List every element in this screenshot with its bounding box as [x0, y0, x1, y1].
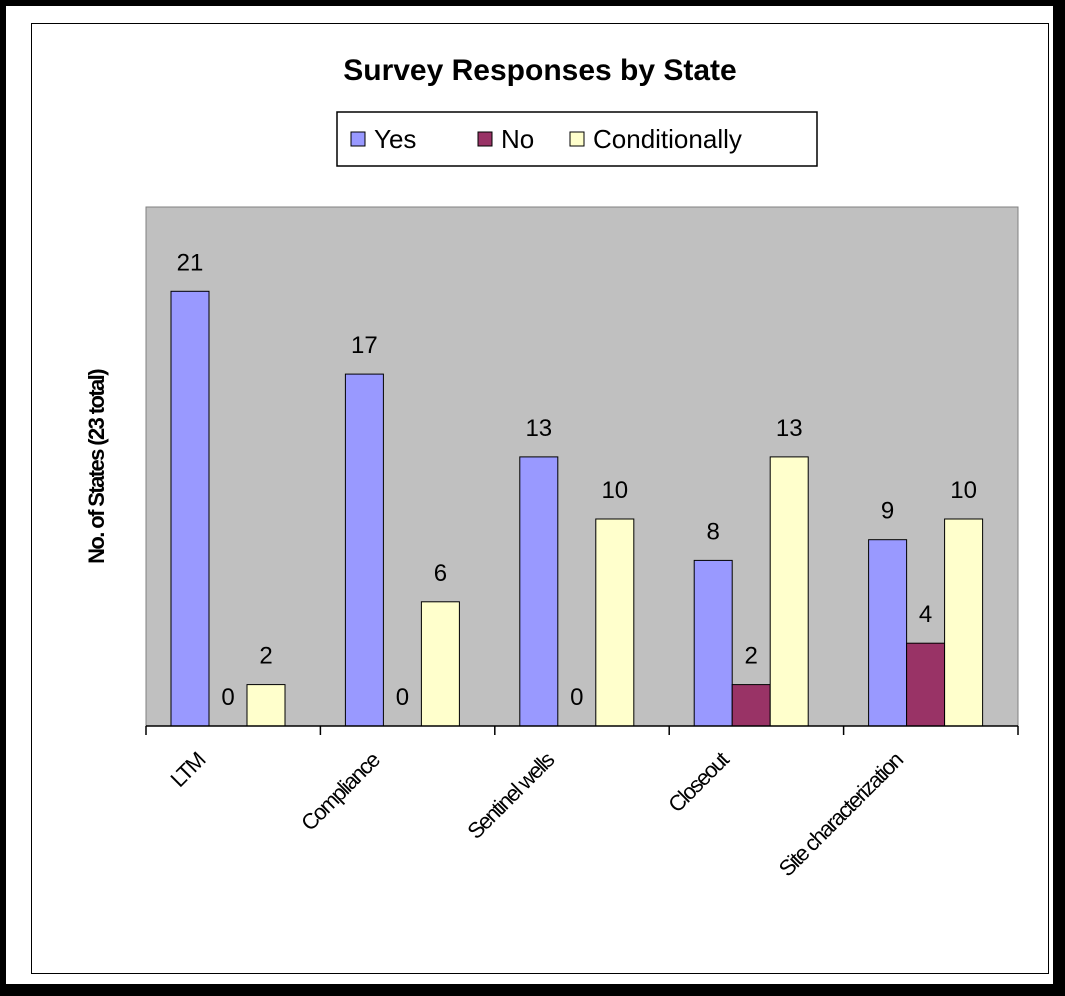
data-label-conditionally-1: 2: [259, 643, 272, 670]
data-label-yes-2: 17: [351, 332, 378, 359]
data-label-no-2: 0: [396, 684, 409, 711]
legend-label-conditionally: Conditionally: [593, 124, 742, 154]
data-label-conditionally-5: 10: [950, 477, 977, 504]
data-label-yes-3: 13: [525, 415, 552, 442]
category-label-1: LTM: [165, 748, 209, 792]
chart-title: Survey Responses by State: [343, 54, 737, 87]
x-axis: [145, 725, 1019, 735]
bar-yes-4: [693, 559, 733, 727]
bar-yes-5: [868, 539, 908, 727]
legend-label-no: No: [501, 124, 534, 154]
data-label-yes-1: 21: [177, 249, 204, 276]
data-label-no-5: 4: [919, 601, 932, 628]
data-label-conditionally-4: 13: [776, 415, 803, 442]
bar-yes-3: [519, 456, 559, 727]
data-label-yes-4: 8: [707, 518, 720, 545]
legend-swatch-no: [477, 131, 493, 147]
data-label-yes-5: 9: [881, 498, 894, 525]
category-label-4: Closeout: [663, 747, 734, 818]
category-labels: LTM Compliance Sentinel wells Closeout Site …: [165, 747, 907, 882]
data-label-conditionally-2: 6: [434, 560, 447, 587]
bars: [170, 290, 984, 727]
bar-conditionally-4: [769, 456, 809, 727]
data-label-no-1: 0: [221, 684, 234, 711]
category-label-5: Site characterization: [774, 748, 908, 882]
data-label-no-4: 2: [745, 643, 758, 670]
bar-conditionally-5: [944, 518, 984, 727]
legend: Yes No Conditionally: [336, 111, 818, 167]
bar-conditionally-1: [246, 684, 286, 727]
legend-swatch-yes: [350, 131, 366, 147]
bar-conditionally-3: [595, 518, 635, 727]
bar-yes-1: [170, 290, 210, 727]
bar-conditionally-2: [420, 601, 460, 727]
bar-yes-2: [344, 373, 384, 727]
category-label-2: Compliance: [296, 747, 385, 836]
data-label-no-3: 0: [570, 684, 583, 711]
data-label-conditionally-3: 10: [601, 477, 628, 504]
bar-no-5: [906, 642, 946, 727]
category-label-3: Sentinel wells: [462, 747, 559, 844]
legend-label-yes: Yes: [374, 124, 416, 154]
bar-no-4: [731, 684, 771, 727]
legend-swatch-conditionally: [569, 131, 585, 147]
y-axis-label: No. of States (23 total): [84, 369, 109, 564]
